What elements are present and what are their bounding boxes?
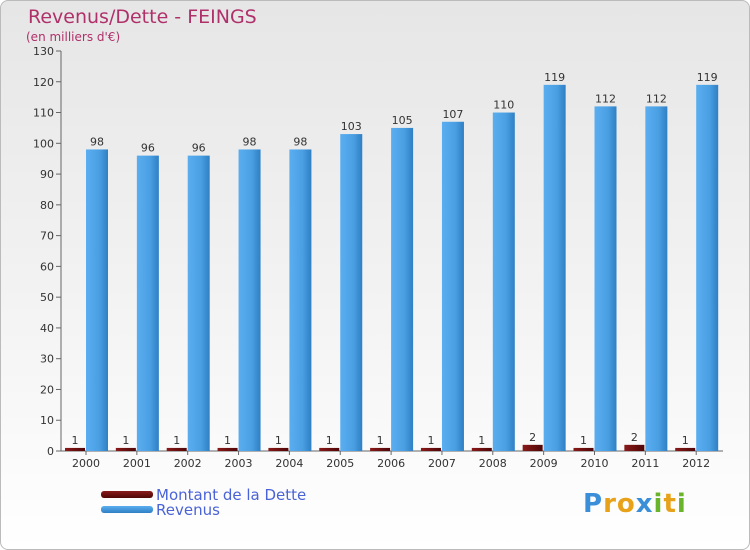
bar-debt [268, 447, 289, 451]
bar-revenus [543, 84, 566, 451]
data-label-revenus: 119 [544, 71, 565, 84]
data-label-revenus: 105 [392, 114, 413, 127]
x-tick-label: 2004 [275, 457, 303, 470]
legend-label-revenus: Revenus [156, 501, 220, 519]
bar-revenus [86, 149, 108, 451]
data-label-revenus: 119 [697, 71, 718, 84]
bar-revenus [391, 127, 414, 451]
data-label-revenus: 98 [90, 135, 104, 148]
bar-revenus [645, 106, 668, 451]
y-tick-label: 50 [40, 291, 54, 304]
data-label-debt: 1 [580, 434, 587, 447]
chart-subtitle: (en milliers d'€) [26, 30, 121, 44]
proxiti-logo: Proxiti [583, 489, 687, 519]
data-label-debt: 1 [377, 434, 384, 447]
x-tick-label: 2011 [631, 457, 659, 470]
data-label-revenus: 112 [595, 92, 616, 105]
data-label-revenus: 98 [293, 135, 307, 148]
data-label-debt: 1 [326, 434, 333, 447]
bar-debt [675, 447, 696, 451]
y-tick-label: 120 [33, 76, 54, 89]
bar-revenus [492, 112, 515, 452]
data-label-debt: 1 [427, 434, 434, 447]
data-label-debt: 1 [478, 434, 485, 447]
x-tick-label: 2005 [326, 457, 354, 470]
bar-debt [420, 447, 441, 451]
y-tick-label: 100 [33, 137, 54, 150]
bar-debt [166, 447, 187, 451]
bar-debt [370, 447, 391, 451]
x-tick-label: 2007 [428, 457, 456, 470]
bar-revenus [340, 134, 363, 452]
bar-debt [522, 444, 543, 451]
y-tick-label: 110 [33, 107, 54, 120]
x-tick-label: 2010 [581, 457, 609, 470]
data-label-revenus: 112 [646, 92, 667, 105]
y-tick-label: 90 [40, 168, 54, 181]
data-label-revenus: 107 [442, 108, 463, 121]
data-label-debt: 1 [682, 434, 689, 447]
x-tick-label: 2000 [72, 457, 100, 470]
data-label-debt: 1 [173, 434, 180, 447]
bar-revenus [289, 149, 312, 451]
legend-swatch-revenus [101, 506, 153, 513]
data-label-revenus: 98 [243, 135, 257, 148]
x-tick-label: 2009 [530, 457, 558, 470]
data-label-debt: 2 [631, 431, 638, 444]
bar-revenus [187, 155, 210, 451]
bar-debt [471, 447, 492, 451]
data-label-debt: 1 [224, 434, 231, 447]
bar-debt [319, 447, 340, 451]
data-label-revenus: 96 [192, 142, 206, 155]
x-tick-label: 2003 [225, 457, 253, 470]
bar-debt [115, 447, 136, 451]
bar-revenus [238, 149, 261, 451]
bar-debt [217, 447, 238, 451]
bar-revenus [696, 84, 719, 451]
bar-revenus [594, 106, 617, 451]
legend-swatch-debt [101, 491, 153, 498]
x-tick-label: 2012 [682, 457, 710, 470]
y-tick-label: 10 [40, 414, 54, 427]
y-tick-label: 70 [40, 230, 54, 243]
y-tick-label: 20 [40, 383, 54, 396]
y-tick-label: 30 [40, 353, 54, 366]
data-label-revenus: 110 [493, 99, 514, 112]
x-tick-label: 2006 [377, 457, 405, 470]
bar-revenus [441, 121, 464, 452]
legend-label-debt: Montant de la Dette [156, 486, 307, 504]
bar-debt [573, 447, 594, 451]
y-tick-label: 40 [40, 322, 54, 335]
y-tick-label: 0 [47, 445, 54, 458]
data-label-debt: 1 [122, 434, 129, 447]
data-label-revenus: 96 [141, 142, 155, 155]
bar-debt [65, 447, 85, 451]
bar-debt [624, 444, 645, 451]
data-label-debt: 1 [72, 434, 79, 447]
data-label-debt: 2 [529, 431, 536, 444]
y-tick-label: 60 [40, 260, 54, 273]
x-tick-label: 2001 [123, 457, 151, 470]
data-label-revenus: 103 [341, 120, 362, 133]
y-tick-label: 130 [33, 45, 54, 58]
x-tick-label: 2002 [174, 457, 202, 470]
chart-title: Revenus/Dette - FEINGS [28, 6, 257, 28]
bar-revenus [136, 155, 159, 451]
data-label-debt: 1 [275, 434, 282, 447]
x-tick-label: 2008 [479, 457, 507, 470]
y-tick-label: 80 [40, 199, 54, 212]
